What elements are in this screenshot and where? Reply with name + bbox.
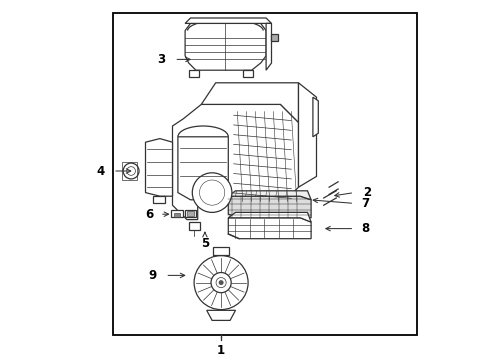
- Text: 8: 8: [360, 222, 368, 235]
- Polygon shape: [201, 83, 298, 122]
- Bar: [174, 213, 179, 217]
- Polygon shape: [228, 218, 310, 239]
- Text: 7: 7: [360, 197, 368, 210]
- Text: 5: 5: [201, 237, 208, 249]
- Polygon shape: [188, 70, 199, 77]
- Bar: [188, 222, 199, 230]
- Polygon shape: [178, 137, 228, 200]
- Polygon shape: [242, 70, 253, 77]
- Bar: [113, 13, 416, 335]
- Text: 1: 1: [217, 345, 224, 357]
- Bar: [271, 34, 277, 41]
- Text: 6: 6: [144, 208, 153, 221]
- Polygon shape: [185, 18, 271, 23]
- Circle shape: [192, 173, 231, 212]
- Text: 2: 2: [362, 186, 370, 199]
- Circle shape: [194, 256, 247, 310]
- Circle shape: [123, 163, 139, 179]
- Polygon shape: [145, 139, 172, 196]
- Polygon shape: [228, 191, 310, 200]
- Bar: [186, 211, 194, 216]
- Text: 9: 9: [148, 269, 157, 282]
- Polygon shape: [298, 83, 316, 187]
- Bar: [185, 210, 196, 217]
- Text: 3: 3: [157, 53, 165, 66]
- Polygon shape: [228, 212, 310, 222]
- Circle shape: [211, 273, 231, 293]
- Bar: [170, 210, 183, 217]
- Polygon shape: [185, 23, 265, 70]
- Polygon shape: [172, 104, 298, 220]
- Polygon shape: [228, 196, 310, 218]
- Polygon shape: [206, 310, 235, 320]
- Polygon shape: [265, 23, 271, 70]
- Circle shape: [199, 180, 224, 205]
- Circle shape: [216, 278, 225, 288]
- Text: 4: 4: [96, 165, 104, 177]
- Bar: [213, 247, 228, 255]
- Polygon shape: [152, 196, 165, 203]
- Circle shape: [126, 167, 135, 175]
- Polygon shape: [312, 97, 318, 137]
- Circle shape: [219, 280, 223, 285]
